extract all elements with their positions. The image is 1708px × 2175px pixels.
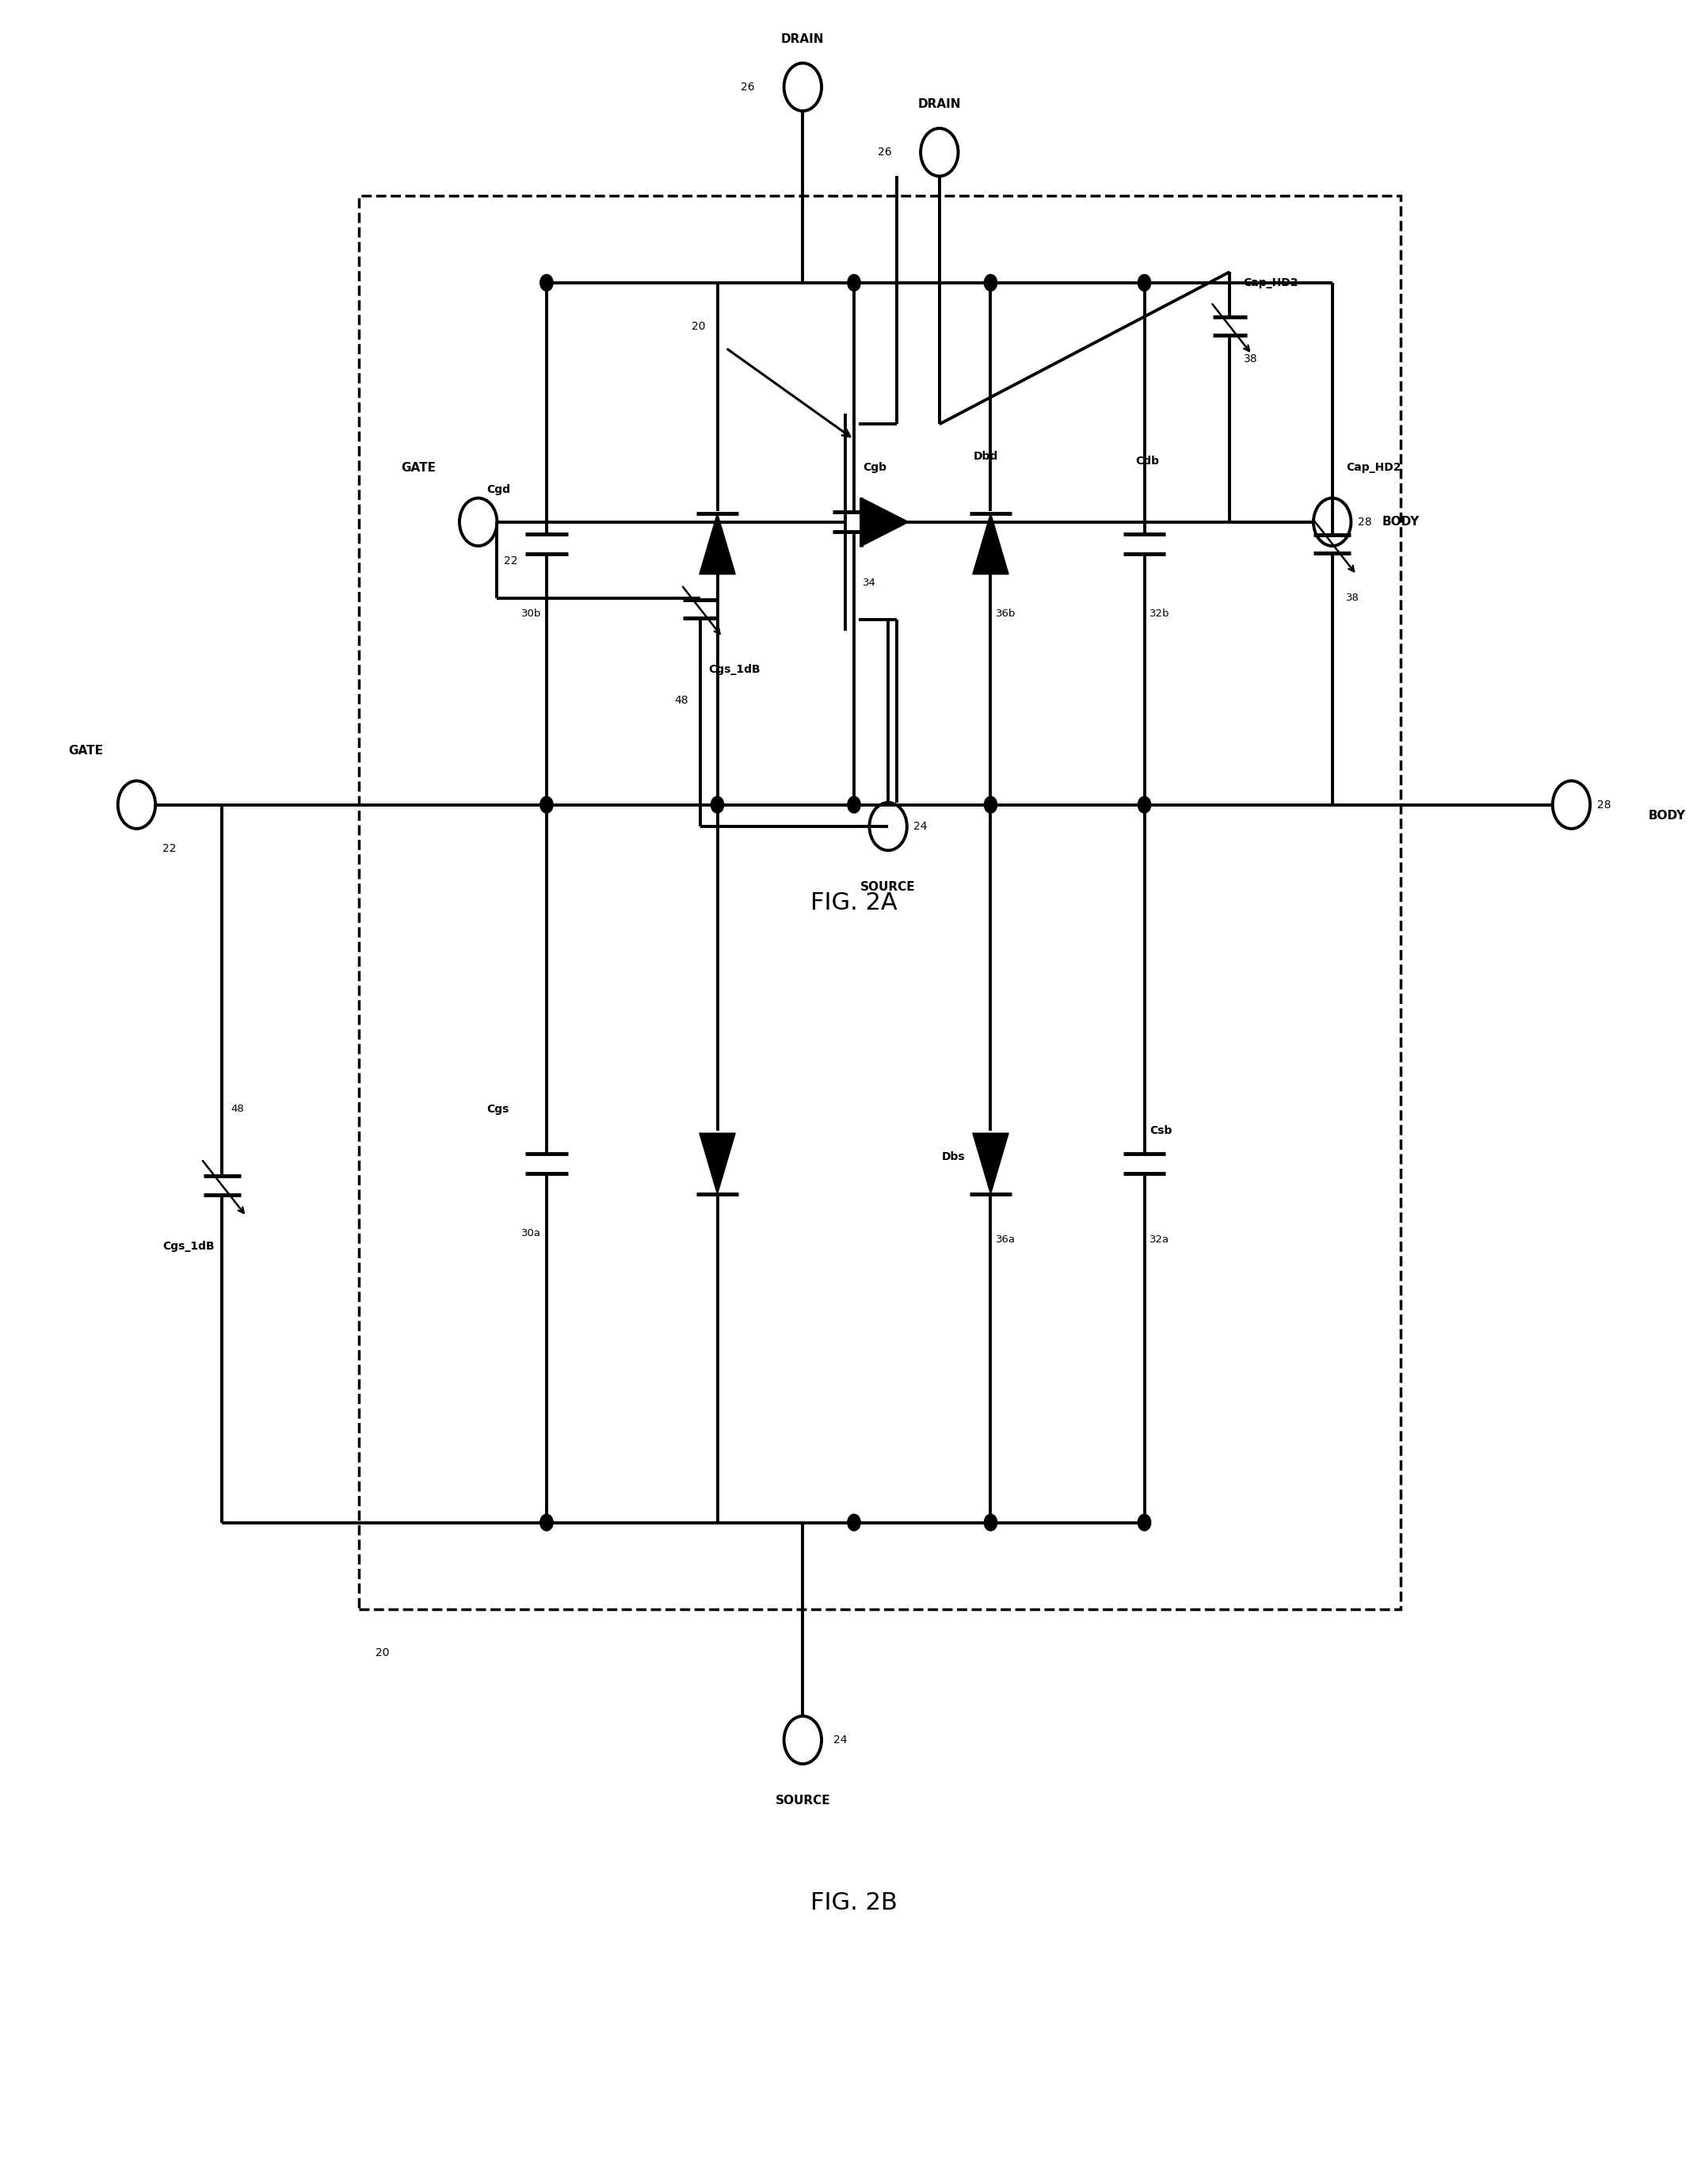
Text: 48: 48 — [675, 694, 688, 707]
Text: 24: 24 — [914, 820, 927, 833]
Circle shape — [711, 796, 724, 813]
Circle shape — [1138, 274, 1151, 291]
Text: GATE: GATE — [401, 461, 436, 474]
Text: Cgs_1dB: Cgs_1dB — [162, 1240, 214, 1253]
Text: Cdb: Cdb — [1136, 455, 1160, 468]
Polygon shape — [861, 498, 909, 546]
Text: 38: 38 — [1346, 594, 1360, 602]
Circle shape — [540, 796, 553, 813]
Text: 20: 20 — [692, 320, 705, 333]
Text: 28: 28 — [1597, 798, 1611, 811]
Text: Dbs: Dbs — [941, 1151, 965, 1164]
Text: 20: 20 — [376, 1646, 389, 1660]
Text: Cap_HD2: Cap_HD2 — [1346, 461, 1401, 474]
Text: BODY: BODY — [1648, 809, 1686, 822]
Text: Cgs_1dB: Cgs_1dB — [709, 663, 760, 676]
Text: 32a: 32a — [1149, 1235, 1170, 1244]
Circle shape — [540, 274, 553, 291]
Circle shape — [984, 796, 997, 813]
Text: Csb: Csb — [1149, 1124, 1172, 1138]
Text: 26: 26 — [741, 80, 755, 94]
Text: 24: 24 — [834, 1733, 847, 1747]
Circle shape — [1138, 1514, 1151, 1531]
Text: Cgs: Cgs — [487, 1103, 509, 1116]
Polygon shape — [974, 513, 1008, 574]
Text: 36b: 36b — [996, 609, 1016, 618]
Text: 34: 34 — [863, 579, 876, 587]
Text: DRAIN: DRAIN — [781, 33, 825, 46]
Text: SOURCE: SOURCE — [775, 1794, 830, 1807]
Circle shape — [847, 796, 861, 813]
Text: 32b: 32b — [1149, 609, 1170, 618]
Text: FIG. 2B: FIG. 2B — [811, 1892, 897, 1914]
Text: Cgb: Cgb — [863, 461, 886, 474]
Text: 22: 22 — [162, 842, 176, 855]
Text: 36a: 36a — [996, 1235, 1016, 1244]
Polygon shape — [700, 1133, 734, 1194]
Text: GATE: GATE — [68, 744, 102, 757]
Text: 30a: 30a — [521, 1229, 541, 1238]
Circle shape — [540, 1514, 553, 1531]
Polygon shape — [974, 1133, 1008, 1194]
Text: 30b: 30b — [521, 609, 541, 618]
Circle shape — [1138, 796, 1151, 813]
Text: FIG. 2A: FIG. 2A — [811, 892, 897, 914]
Text: 22: 22 — [504, 555, 518, 568]
Text: Cgd: Cgd — [487, 483, 511, 496]
Circle shape — [847, 1514, 861, 1531]
Text: 48: 48 — [231, 1105, 244, 1114]
Polygon shape — [700, 513, 734, 574]
Text: DRAIN: DRAIN — [917, 98, 962, 111]
Text: BODY: BODY — [1382, 515, 1419, 529]
Circle shape — [984, 274, 997, 291]
Text: 26: 26 — [878, 146, 892, 159]
Text: 38: 38 — [1243, 352, 1257, 365]
Circle shape — [847, 274, 861, 291]
Text: Dbd: Dbd — [974, 450, 997, 463]
Text: SOURCE: SOURCE — [861, 881, 915, 894]
Text: 28: 28 — [1358, 515, 1372, 529]
Circle shape — [984, 1514, 997, 1531]
Text: Cap_HD2: Cap_HD2 — [1243, 276, 1298, 289]
